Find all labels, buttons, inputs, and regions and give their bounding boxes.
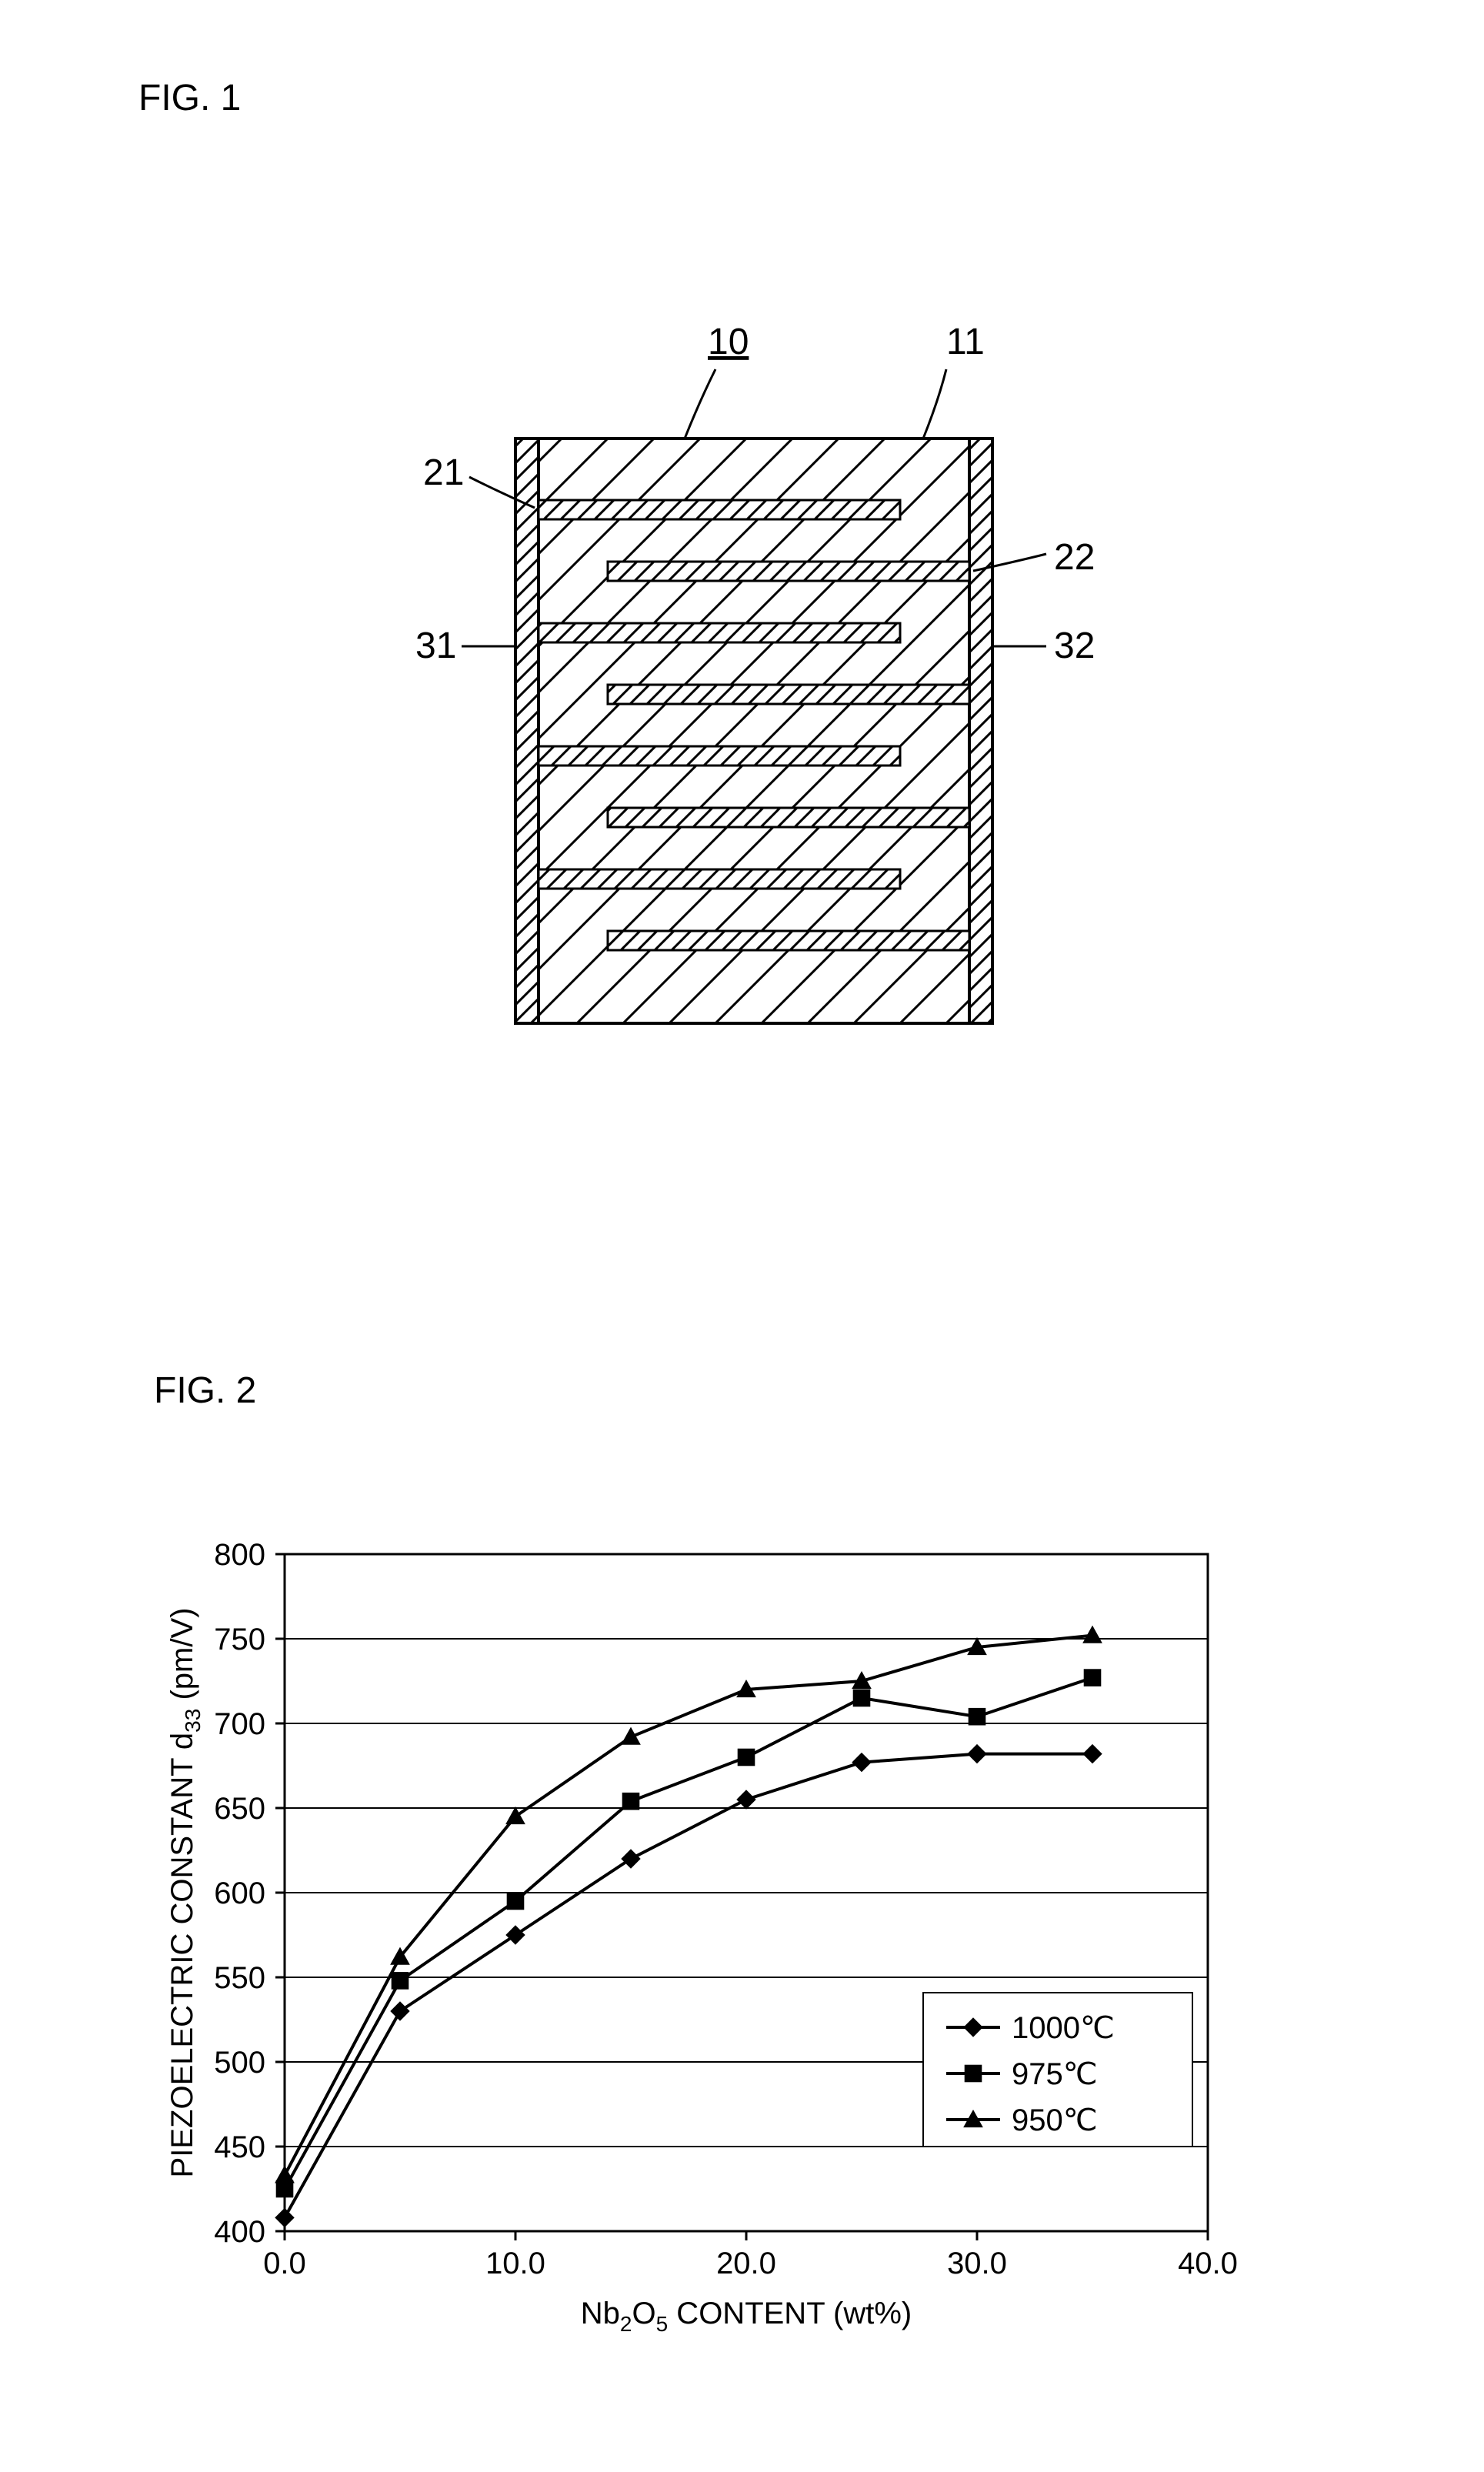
marker-square bbox=[1084, 1670, 1101, 1686]
ytick-label: 550 bbox=[214, 1961, 265, 1995]
ytick-label: 500 bbox=[214, 2046, 265, 2080]
marker-square bbox=[969, 1708, 985, 1725]
ytick-label: 750 bbox=[214, 1623, 265, 1656]
marker-square bbox=[965, 2065, 982, 2082]
xtick-label: 10.0 bbox=[485, 2247, 545, 2280]
marker-square bbox=[507, 1893, 524, 1910]
marker-square bbox=[738, 1749, 755, 1766]
ytick-label: 400 bbox=[214, 2215, 265, 2249]
fig2-label: FIG. 2 bbox=[154, 1369, 256, 1412]
marker-square bbox=[622, 1793, 639, 1810]
callout-32: 32 bbox=[1054, 626, 1095, 666]
callout-31: 31 bbox=[415, 626, 456, 666]
xtick-label: 0.0 bbox=[263, 2247, 306, 2280]
legend-label: 1000℃ bbox=[1012, 2011, 1115, 2045]
legend-label: 950℃ bbox=[1012, 2103, 1098, 2137]
xlabel: Nb2O5 CONTENT (wt%) bbox=[581, 2297, 912, 2336]
marker-square bbox=[853, 1690, 870, 1706]
xtick-label: 30.0 bbox=[947, 2247, 1007, 2280]
callout-10: 10 bbox=[708, 322, 749, 362]
callout-22: 22 bbox=[1054, 537, 1095, 578]
fig1-diagram: 10 11 21 22 31 32 bbox=[269, 269, 1192, 1193]
fig1-label: FIG. 1 bbox=[138, 77, 241, 119]
callout-21: 21 bbox=[423, 452, 464, 493]
electrode-31 bbox=[515, 439, 539, 1023]
ylabel: PIEZOELECTRIC CONSTANT d33 (pm/V) bbox=[165, 1608, 205, 2178]
callout-11: 11 bbox=[946, 322, 985, 362]
ytick-label: 800 bbox=[214, 1538, 265, 1572]
ytick-label: 450 bbox=[214, 2130, 265, 2164]
marker-square bbox=[392, 1973, 409, 1990]
ytick-label: 650 bbox=[214, 1792, 265, 1826]
fig2-chart: 400 450 500 550 600 650 700 750 800 0.0 10.0 20.0 30… bbox=[154, 1523, 1385, 2447]
xtick-label: 20.0 bbox=[716, 2247, 776, 2280]
legend-label: 975℃ bbox=[1012, 2057, 1098, 2091]
ytick-label: 600 bbox=[214, 1877, 265, 1910]
electrode-32 bbox=[969, 439, 992, 1023]
xtick-label: 40.0 bbox=[1178, 2247, 1238, 2280]
ytick-label: 700 bbox=[214, 1707, 265, 1741]
